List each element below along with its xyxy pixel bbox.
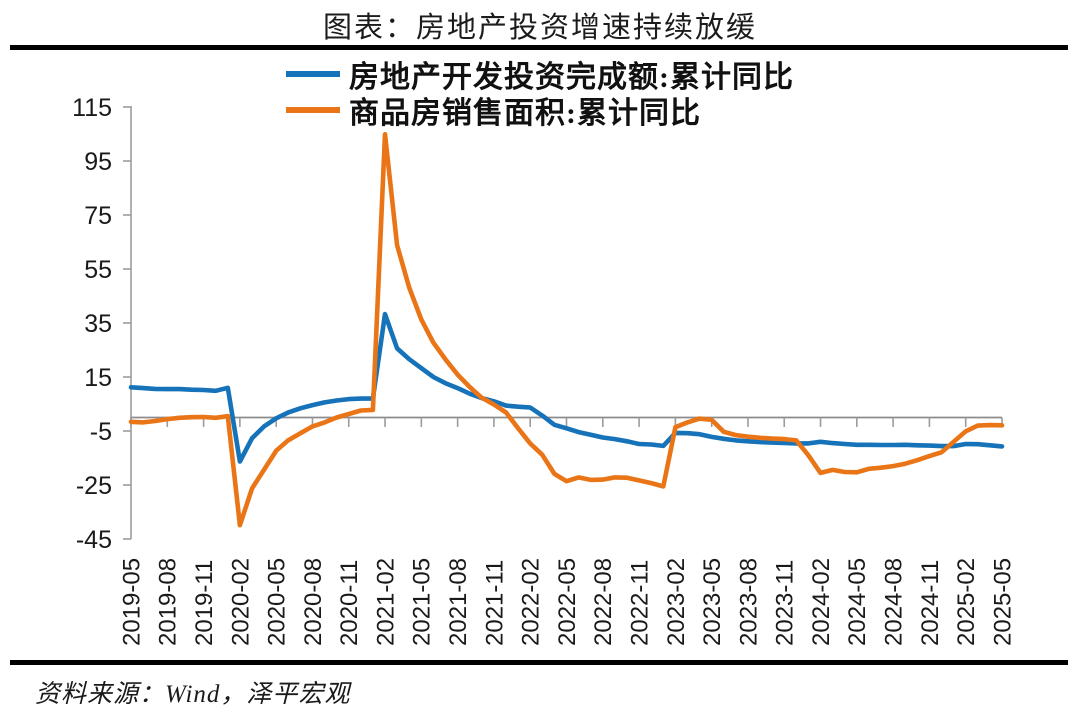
bottom-rule xyxy=(10,660,1068,665)
x-axis-tick-label: 2024-08 xyxy=(881,558,908,646)
x-axis-tick-label: 2019-08 xyxy=(155,558,182,646)
y-axis-tick-label: -45 xyxy=(76,526,112,554)
x-axis-tick-label: 2024-02 xyxy=(808,558,835,646)
legend-label-sales: 商品房销售面积:累计同比 xyxy=(349,97,701,130)
x-axis-tick-label: 2023-11 xyxy=(772,560,799,646)
x-axis-tick-label: 2022-11 xyxy=(626,560,653,646)
x-axis-tick-label: 2020-05 xyxy=(264,558,291,646)
x-axis-tick-label: 2022-02 xyxy=(518,558,545,646)
x-axis-tick-label: 2020-02 xyxy=(227,558,254,646)
y-axis-tick-label: 35 xyxy=(84,310,112,338)
legend-swatch-investment-line xyxy=(286,71,340,77)
x-axis-tick-label: 2020-11 xyxy=(336,560,363,646)
x-axis-tick-label: 2022-08 xyxy=(590,558,617,646)
legend-swatch-sales-line xyxy=(286,107,340,113)
investment-series-line xyxy=(128,311,1005,464)
y-axis-tick-label: 15 xyxy=(84,364,112,392)
legend-item-sales: 商品房销售面积:累计同比 xyxy=(286,92,794,130)
top-rule xyxy=(10,45,1068,50)
x-axis-tick-label: 2020-08 xyxy=(300,558,327,646)
y-axis-tick-label: 55 xyxy=(84,256,112,284)
y-axis-tick-label: 75 xyxy=(84,202,112,230)
x-axis-tick-label: 2025-05 xyxy=(989,558,1016,646)
x-axis-tick-label: 2021-11 xyxy=(481,560,508,646)
x-axis-tick-label: 2019-11 xyxy=(191,560,218,646)
y-axis-tick-label: 95 xyxy=(84,148,112,176)
x-axis-tick-label: 2019-05 xyxy=(118,558,145,646)
y-axis-tick-label: -25 xyxy=(76,472,112,500)
sales-series-line xyxy=(128,132,1005,528)
y-axis-tick-label: 115 xyxy=(72,94,112,122)
x-axis-tick-label: 2024-05 xyxy=(844,558,871,646)
x-axis-tick-label: 2023-05 xyxy=(699,558,726,646)
legend: 房地产开发投资完成额:累计同比 商品房销售面积:累计同比 xyxy=(286,56,794,130)
x-axis-tick-label: 2023-08 xyxy=(735,558,762,646)
chart-title: 图表：房地产投资增速持续放缓 xyxy=(322,12,757,44)
x-axis-tick-label: 2021-08 xyxy=(445,558,472,646)
y-axis-tick-label: -5 xyxy=(90,418,112,446)
x-axis-tick-label: 2022-05 xyxy=(554,558,581,646)
legend-item-investment: 房地产开发投资完成额:累计同比 xyxy=(286,56,794,94)
x-axis-tick-label: 2023-02 xyxy=(663,558,690,646)
x-axis-tick-label: 2025-02 xyxy=(953,558,980,646)
x-axis-tick-label: 2021-05 xyxy=(409,558,436,646)
legend-label-investment: 房地产开发投资完成额:累计同比 xyxy=(349,61,794,94)
x-axis-tick-label: 2024-11 xyxy=(917,560,944,646)
x-axis-tick-label: 2021-02 xyxy=(372,558,399,646)
source-note: 资料来源：Wind，泽平宏观 xyxy=(35,681,351,708)
